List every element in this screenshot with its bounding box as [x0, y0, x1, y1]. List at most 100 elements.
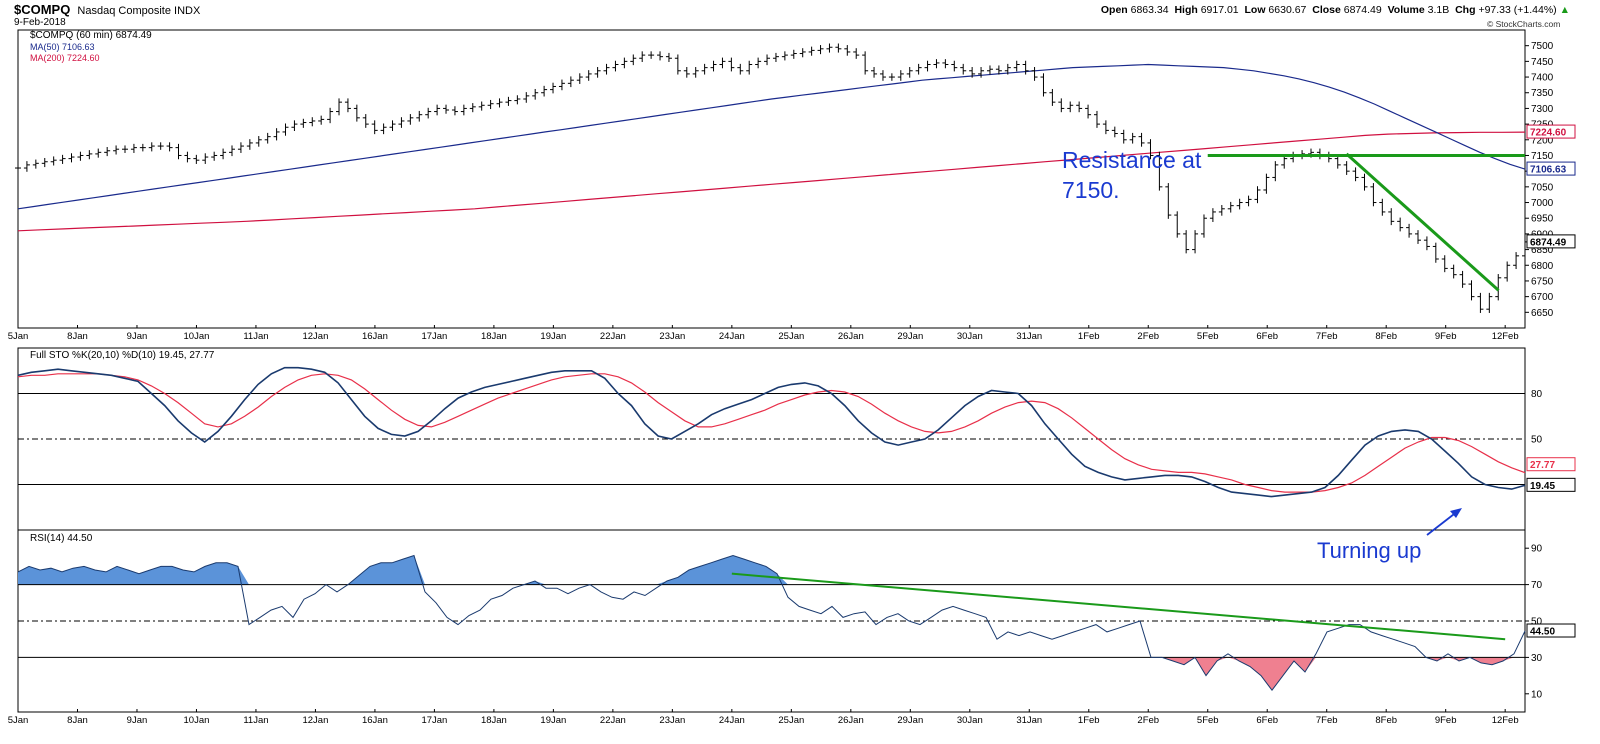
rsi-xtick-label: 12Jan	[302, 715, 328, 726]
sto-legend: Full STO %K(20,10) %D(10) 19.45, 27.77	[30, 350, 215, 361]
price-ytick-label: 6850	[1531, 245, 1554, 256]
chg-value: +97.33 (+1.44%)	[1478, 4, 1557, 16]
chg-label: Chg	[1455, 4, 1476, 16]
rsi-xtick-label: 16Jan	[362, 715, 388, 726]
price-xtick-label: 22Jan	[600, 331, 626, 342]
volume-value: 3.1B	[1427, 4, 1450, 16]
sto-ytick-label: 50	[1531, 435, 1543, 446]
rsi-xtick-label: 31Jan	[1016, 715, 1042, 726]
ma200-legend: MA(200) 7224.60	[30, 53, 100, 63]
turning-up-annotation: Turning up	[1317, 538, 1422, 563]
header-left: $COMPQ Nasdaq Composite INDX	[14, 2, 200, 17]
symbol: $COMPQ	[14, 2, 71, 17]
rsi-xtick-label: 6Feb	[1256, 715, 1278, 726]
rsi-xtick-label: 8Feb	[1375, 715, 1397, 726]
ma200-value-label-box	[1526, 124, 1576, 139]
volume-label: Volume	[1387, 4, 1425, 16]
price-ytick-label: 7350	[1531, 88, 1554, 99]
price-xtick-label: 17Jan	[421, 331, 447, 342]
rsi-xtick-label: 29Jan	[897, 715, 923, 726]
rsi-xtick-label: 19Jan	[540, 715, 566, 726]
price-ytick-label: 7150	[1531, 151, 1554, 162]
index-name: Nasdaq Composite INDX	[77, 5, 201, 17]
price-ytick-label: 6950	[1531, 214, 1554, 225]
high-label: High	[1174, 4, 1198, 16]
rsi-xtick-label: 30Jan	[957, 715, 983, 726]
sto-d-line	[17, 373, 1526, 493]
sto-d-value-label: 27.77	[1530, 460, 1555, 471]
rsi-xtick-label: 7Feb	[1316, 715, 1338, 726]
turning-up-arrowhead	[1450, 508, 1462, 518]
price-xtick-label: 6Feb	[1256, 331, 1278, 342]
rsi-ytick-label: 70	[1531, 580, 1543, 591]
price-xtick-label: 1Feb	[1078, 331, 1100, 342]
price-value-label-box	[1526, 234, 1576, 249]
price-ytick-label: 6650	[1531, 308, 1554, 319]
rsi-value-label-box	[1526, 623, 1576, 638]
rsi-xtick-label: 22Jan	[600, 715, 626, 726]
ma200-value-label: 7224.60	[1530, 128, 1567, 139]
price-xtick-label: 29Jan	[897, 331, 923, 342]
rsi-trendline	[731, 572, 1506, 641]
sto-d-value-label-box	[1526, 457, 1576, 472]
header-date: 9-Feb-2018	[14, 17, 66, 28]
price-ytick-label: 7200	[1531, 135, 1554, 146]
sto-k-line	[17, 366, 1526, 498]
price-xtick-label: 26Jan	[838, 331, 864, 342]
ma50-legend: MA(50) 7106.63	[30, 42, 95, 52]
rsi-xtick-label: 5Jan	[8, 715, 29, 726]
resistance-annotation-line1: Resistance at	[1062, 147, 1202, 173]
price-xtick-label: 8Jan	[67, 331, 88, 342]
price-xtick-label: 7Feb	[1316, 331, 1338, 342]
close-label: Close	[1312, 4, 1341, 16]
open-label: Open	[1100, 4, 1128, 16]
rsi-overbought-fill	[18, 555, 1525, 585]
low-value: 6630.67	[1268, 4, 1307, 16]
rsi-oversold-fill	[18, 657, 1525, 691]
up-arrow-icon: ▲	[1559, 4, 1570, 16]
sto-ytick-label: 80	[1531, 389, 1543, 400]
rsi-xtick-label: 8Jan	[67, 715, 88, 726]
price-xtick-label: 25Jan	[778, 331, 804, 342]
rsi-xtick-label: 5Feb	[1197, 715, 1219, 726]
price-xtick-label: 9Jan	[127, 331, 148, 342]
price-xtick-label: 24Jan	[719, 331, 745, 342]
price-ytick-label: 7050	[1531, 182, 1554, 193]
resistance-annotation-line2: 7150.	[1062, 177, 1120, 203]
price-xtick-label: 18Jan	[481, 331, 507, 342]
price-ytick-label: 7450	[1531, 57, 1554, 68]
rsi-ytick-label: 90	[1531, 544, 1543, 555]
price-xtick-label: 9Feb	[1435, 331, 1457, 342]
price-xtick-label: 5Feb	[1197, 331, 1219, 342]
rsi-xtick-label: 17Jan	[421, 715, 447, 726]
price-ytick-label: 7500	[1531, 41, 1554, 52]
open-value: 6863.34	[1130, 4, 1169, 16]
rsi-xtick-label: 9Feb	[1435, 715, 1457, 726]
price-xtick-label: 19Jan	[540, 331, 566, 342]
rsi-line	[17, 554, 1526, 692]
rsi-xtick-label: 9Jan	[127, 715, 148, 726]
price-value-label: 6874.49	[1530, 237, 1567, 248]
rsi-xtick-label: 26Jan	[838, 715, 864, 726]
rsi-xtick-label: 1Feb	[1078, 715, 1100, 726]
close-value: 6874.49	[1343, 4, 1382, 16]
price-xtick-label: 11Jan	[243, 331, 268, 342]
price-ytick-label: 7000	[1531, 198, 1554, 209]
rsi-xtick-label: 2Feb	[1137, 715, 1159, 726]
rsi-ytick-label: 30	[1531, 653, 1543, 664]
ma50-line	[17, 63, 1526, 210]
watermark: © StockCharts.com	[1487, 19, 1561, 29]
rsi-xtick-label: 23Jan	[659, 715, 685, 726]
ma50-value-label: 7106.63	[1530, 165, 1567, 176]
turning-up-arrow	[1426, 510, 1459, 536]
rsi-value-label: 44.50	[1530, 627, 1555, 638]
price-xtick-label: 23Jan	[659, 331, 685, 342]
price-xtick-label: 31Jan	[1016, 331, 1042, 342]
high-value: 6917.01	[1200, 4, 1239, 16]
price-xtick-label: 12Feb	[1492, 331, 1519, 342]
downtrend-line	[1345, 152, 1500, 292]
price-ytick-label: 6750	[1531, 276, 1554, 287]
price-xtick-label: 8Feb	[1375, 331, 1397, 342]
